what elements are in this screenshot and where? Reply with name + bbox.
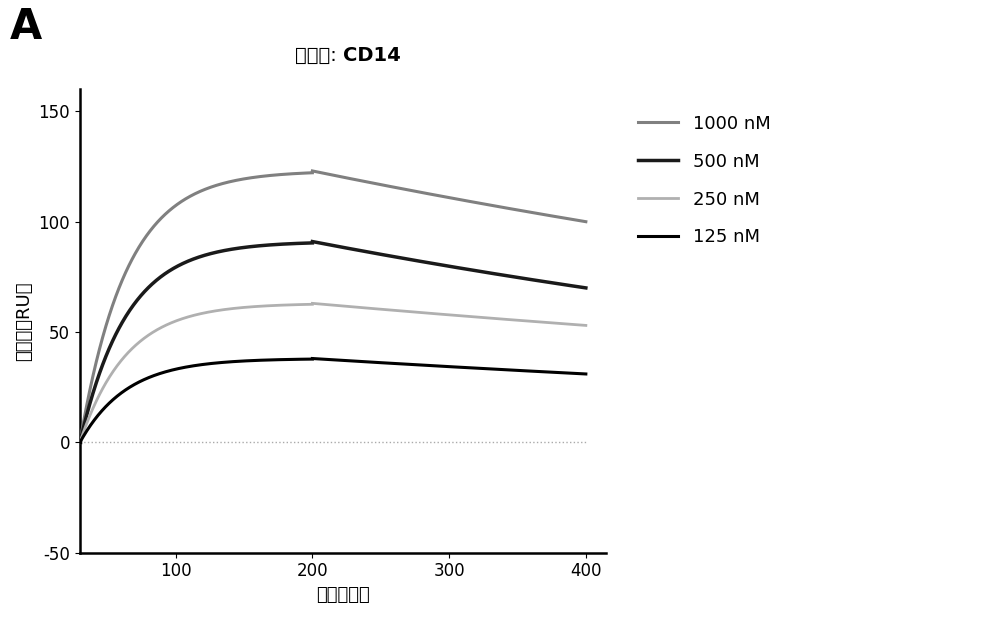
1000 nM [306, 169, 318, 176]
125 nM [264, 356, 276, 363]
250 nM [186, 312, 198, 319]
250 nM [301, 301, 313, 308]
1000 nM [264, 171, 276, 179]
Legend: 1000 nM, 500 nM, 250 nM, 125 nM: 1000 nM, 500 nM, 250 nM, 125 nM [631, 108, 778, 254]
1000 nM [301, 169, 313, 176]
Y-axis label: 响应値（RU）: 响应値（RU） [15, 281, 33, 361]
500 nM [200, 251, 212, 259]
1000 nM [200, 185, 212, 193]
500 nM [184, 256, 196, 264]
500 nM [306, 239, 318, 246]
X-axis label: 时间（秒）: 时间（秒） [316, 586, 370, 604]
Line: 250 nM: 250 nM [80, 305, 312, 443]
500 nM [74, 439, 86, 446]
250 nM [184, 313, 196, 320]
125 nM [306, 355, 318, 363]
Text: A: A [10, 6, 42, 48]
125 nM [186, 362, 198, 370]
125 nM [74, 439, 86, 446]
250 nM [74, 439, 86, 446]
250 nM [264, 302, 276, 310]
Line: 1000 nM: 1000 nM [80, 173, 312, 443]
500 nM [212, 248, 224, 256]
1000 nM [74, 439, 86, 446]
1000 nM [186, 192, 198, 199]
250 nM [306, 301, 318, 308]
125 nM [200, 360, 212, 368]
125 nM [184, 363, 196, 370]
500 nM [264, 241, 276, 249]
Text: CD14: CD14 [343, 46, 401, 64]
1000 nM [212, 181, 224, 189]
125 nM [301, 355, 313, 363]
Text: 流动相:: 流动相: [295, 46, 343, 64]
500 nM [186, 256, 198, 264]
Line: 125 nM: 125 nM [80, 359, 312, 443]
250 nM [200, 309, 212, 316]
1000 nM [184, 193, 196, 200]
500 nM [301, 240, 313, 247]
125 nM [212, 359, 224, 366]
Line: 500 nM: 500 nM [80, 243, 312, 443]
250 nM [212, 307, 224, 314]
